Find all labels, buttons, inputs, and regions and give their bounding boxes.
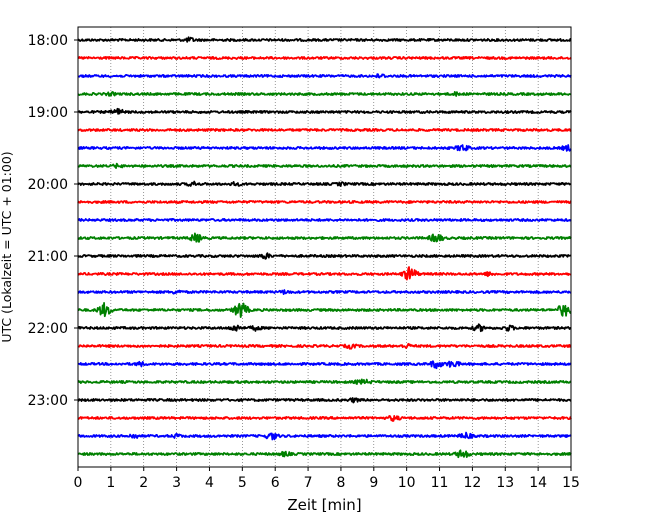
x-tick-label-3: 3 [172, 475, 181, 491]
trace-2245 [77, 378, 572, 385]
trace-2200 [77, 323, 572, 333]
x-tick-label-4: 4 [205, 475, 214, 491]
trace-1945 [77, 162, 572, 169]
trace-2315 [77, 415, 572, 422]
y-tick-label-2000: 20:00 [28, 177, 68, 193]
x-tick-label-10: 10 [398, 475, 416, 491]
trace-2230 [77, 360, 572, 370]
trace-2300 [77, 397, 572, 404]
x-tick-label-6: 6 [271, 475, 280, 491]
y-tick-label-2200: 22:00 [28, 321, 68, 337]
trace-2015 [77, 200, 572, 204]
x-tick-label-1: 1 [106, 475, 115, 491]
seismic-traces [77, 36, 572, 459]
x-tick-label-14: 14 [529, 475, 547, 491]
x-tick-label-9: 9 [369, 475, 378, 491]
trace-2345 [77, 449, 572, 459]
x-tick-label-7: 7 [304, 475, 313, 491]
x-tick-label-5: 5 [238, 475, 247, 491]
trace-1900 [77, 107, 572, 115]
trace-2115 [77, 266, 572, 281]
x-tick-label-11: 11 [431, 475, 449, 491]
trace-1915 [77, 128, 572, 132]
x-tick-label-12: 12 [463, 475, 481, 491]
x-axis-label: Zeit [min] [287, 496, 361, 514]
trace-1845 [77, 91, 572, 97]
trace-2215 [77, 342, 572, 350]
plot-frame [77, 26, 572, 468]
x-tick-label-15: 15 [562, 475, 580, 491]
x-tick-label-13: 13 [496, 475, 514, 491]
trace-2145 [77, 302, 572, 318]
trace-2330 [77, 431, 572, 441]
x-tick-label-2: 2 [139, 475, 148, 491]
x-tick-label-8: 8 [336, 475, 345, 491]
x-tick-label-0: 0 [74, 475, 83, 491]
y-tick-label-2100: 21:00 [28, 249, 68, 265]
y-tick-label-1800: 18:00 [28, 33, 68, 49]
trace-2045 [77, 232, 572, 243]
y-tick-label-2300: 23:00 [28, 393, 68, 409]
x-axis-ticks: 0 1 2 3 4 5 6 7 8 9 10 11 12 13 14 15 [74, 467, 580, 491]
trace-2100 [77, 252, 572, 260]
trace-1830 [77, 73, 572, 79]
y-axis-ticks: 18:00 19:00 20:00 21:00 22:00 23:00 [28, 33, 78, 409]
trace-1930 [77, 144, 572, 152]
trace-1815 [77, 56, 572, 60]
y-axis-label: UTC (Lokalzeit = UTC + 01:00) [0, 151, 14, 342]
trace-2000 [77, 180, 572, 187]
trace-2130 [77, 289, 572, 296]
grid-lines [110, 27, 539, 467]
trace-2030 [77, 218, 572, 222]
trace-1800 [77, 36, 572, 43]
y-tick-label-1900: 19:00 [28, 105, 68, 121]
